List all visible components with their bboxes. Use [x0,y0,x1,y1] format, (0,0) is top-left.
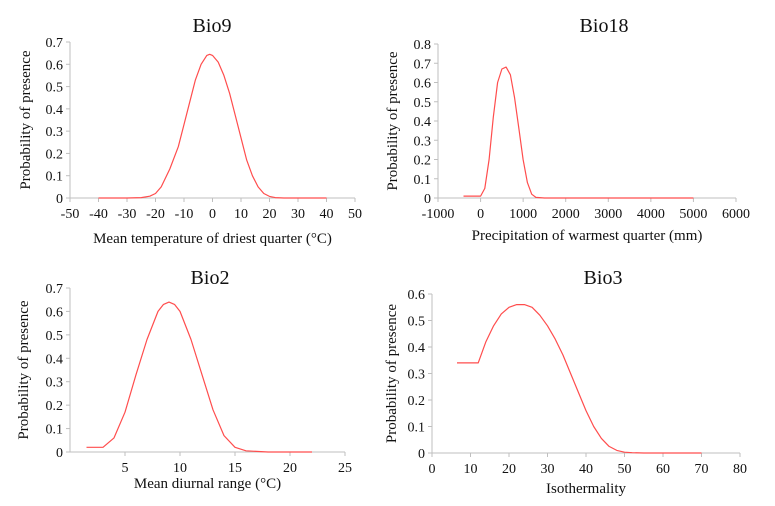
x-axis-label: Mean diurnal range (°C) [134,476,281,492]
y-tick-label: 0.6 [46,58,64,73]
y-tick-label: 0.8 [414,38,432,53]
x-tick-label: 50 [348,207,362,222]
y-tick-label: 0.1 [408,421,426,436]
response-curve-line [86,301,312,453]
chart-panel-bio3: Bio3 0 0.1 0.2 0.3 0.4 0.5 0.6 0 10 20 30 40 50 60 70 80… [384,267,747,497]
y-tick-label: 0.4 [46,352,64,367]
y-tick-label: 0 [418,447,425,462]
y-axis-label: Probability of presence [18,50,34,189]
y-tick-label: 0.5 [46,81,64,96]
y-axis-label: Probability of presence [16,300,32,439]
response-curve-line [463,66,694,199]
x-tick-label: 40 [320,207,334,222]
y-tick-label: 0.2 [46,399,64,414]
x-tick-label: 20 [263,207,277,222]
y-tick-label: 0.7 [414,57,432,72]
chart-title: Bio9 [193,15,232,37]
x-tick-label: 40 [579,462,593,477]
y-tick-label: 0.4 [46,103,64,118]
y-tick-label: 0.6 [408,288,426,303]
x-tick-label: -10 [175,207,194,222]
x-tick-label: 20 [502,462,516,477]
x-tick-label: 2000 [552,207,580,222]
y-tick-label: 0.5 [414,96,432,111]
y-tick-label: 0.5 [46,329,64,344]
x-tick-label: 10 [173,461,187,476]
y-tick-label: 0.1 [414,173,432,188]
y-tick-label: 0.2 [46,147,64,162]
y-tick-label: 0.4 [414,115,432,130]
x-tick-label: 15 [228,461,242,476]
x-tick-label: -1000 [422,207,455,222]
y-tick-label: 0.6 [46,305,64,320]
x-tick-label: 0 [429,462,436,477]
x-tick-label: 0 [477,207,484,222]
y-tick-label: 0.5 [408,315,426,330]
x-tick-label: 30 [291,207,305,222]
y-tick-label: 0.3 [46,125,64,140]
x-axis-label: Isothermality [546,481,626,497]
x-tick-label: 30 [541,462,555,477]
y-tick-label: 0 [424,192,431,207]
x-tick-label: 70 [695,462,709,477]
x-tick-label: -40 [89,207,108,222]
x-tick-label: 1000 [509,207,537,222]
chart-title: Bio2 [191,267,230,289]
x-tick-label: 25 [338,461,352,476]
y-tick-label: 0.4 [408,341,426,356]
response-curve-line [457,304,702,454]
y-tick-label: 0.2 [414,154,432,169]
chart-panel-bio2: Bio2 0 0.1 0.2 0.3 0.4 0.5 0.6 0.7 5 10 15 20 25 Mean … [16,267,352,492]
x-tick-label: 80 [733,462,747,477]
y-axis-label: Probability of presence [384,304,400,443]
y-tick-label: 0.1 [46,423,64,438]
y-tick-label: 0.2 [408,394,426,409]
y-tick-label: 0.6 [414,77,432,92]
y-axis-label: Probability of presence [385,51,401,190]
chart-title: Bio3 [584,267,623,289]
x-tick-label: 10 [234,207,248,222]
x-tick-label: -30 [118,207,137,222]
response-curve-line [98,53,327,199]
x-tick-label: -50 [61,207,80,222]
x-tick-label: 5 [122,461,129,476]
x-tick-label: 10 [464,462,478,477]
y-tick-label: 0 [56,192,63,207]
x-tick-label: -20 [146,207,165,222]
x-tick-label: 5000 [679,207,707,222]
x-axis-label: Precipitation of warmest quarter (mm) [472,228,703,244]
x-tick-label: 6000 [722,207,750,222]
y-tick-label: 0.3 [46,376,64,391]
x-tick-label: 50 [618,462,632,477]
y-tick-label: 0.7 [46,282,64,297]
x-tick-label: 20 [283,461,297,476]
x-tick-label: 3000 [594,207,622,222]
x-tick-label: 0 [209,207,216,222]
y-tick-label: 0 [56,446,63,461]
y-tick-label: 0.7 [46,36,64,51]
x-tick-label: 60 [656,462,670,477]
x-axis-label: Mean temperature of driest quarter (°C) [93,231,332,247]
chart-title: Bio18 [580,15,629,37]
chart-panel-bio9: Bio9 0 0.1 0.2 0.3 0.4 0.5 0.6 0.7 -50 -40 -30 -20 -1… [18,15,362,247]
y-tick-label: 0.3 [408,368,426,383]
y-tick-label: 0.3 [414,134,432,149]
x-tick-label: 4000 [637,207,665,222]
y-tick-label: 0.1 [46,170,64,185]
